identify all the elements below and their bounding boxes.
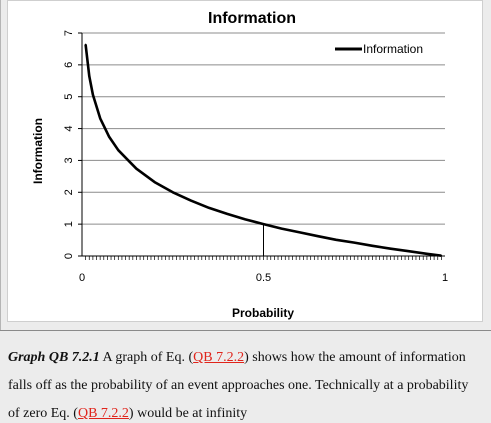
chart-container: 0 1 2 3 4 5 6 7 0 0.5 1 Information Probability In… — [7, 0, 483, 322]
data-point — [99, 117, 101, 120]
equation-reference-link[interactable]: QB 7.2.2 — [77, 406, 129, 421]
data-point — [92, 94, 94, 96]
y-tick-label: 1 — [63, 221, 75, 227]
caption-text-2: ) shows how the amount of information fa… — [8, 350, 469, 421]
grid-layer — [82, 32, 445, 225]
legend: Information — [335, 42, 423, 56]
x-tick-label: 0 — [79, 272, 85, 284]
data-point — [88, 75, 91, 78]
data-point — [226, 213, 228, 215]
caption-text-1: A graph of Eq. ( — [99, 350, 194, 365]
x-tick-label: 1 — [442, 272, 448, 284]
y-axis-label: Information — [31, 118, 45, 184]
y-tick-label: 6 — [63, 62, 75, 68]
data-point — [208, 207, 210, 209]
left-border — [0, 0, 1, 423]
data-point — [153, 181, 156, 183]
data-point — [299, 231, 301, 234]
data-point — [407, 250, 410, 253]
y-tick-label: 0 — [63, 253, 75, 259]
data-point — [371, 245, 374, 247]
data-point — [135, 167, 138, 170]
data-point — [244, 218, 247, 221]
legend-label: Information — [363, 42, 423, 56]
data-point — [317, 235, 319, 238]
data-point — [190, 199, 192, 202]
y-tick-label: 2 — [63, 189, 75, 195]
data-point — [262, 223, 265, 225]
series-layer — [84, 43, 443, 257]
data-point — [117, 149, 120, 152]
data-point — [335, 238, 337, 241]
axis-layer: 0 1 2 3 4 5 6 7 0 0.5 1 — [63, 30, 448, 284]
data-point — [84, 43, 87, 46]
figure-caption: Graph QB 7.2.1 A graph of Eq. (QB 7.2.2)… — [0, 330, 491, 423]
y-tick-label: 4 — [63, 126, 75, 132]
information-chart: 0 1 2 3 4 5 6 7 0 0.5 1 Information Probability In… — [31, 10, 448, 320]
caption-text-3: ) would be at infinity — [128, 406, 248, 421]
caption-label: Graph QB 7.2.1 — [8, 350, 100, 365]
y-tick-label: 5 — [63, 94, 75, 100]
y-tick-label: 3 — [63, 157, 75, 163]
equation-reference-link[interactable]: QB 7.2.2 — [193, 350, 245, 365]
chart-title: Information — [208, 10, 296, 27]
x-axis-label: Probability — [232, 306, 294, 320]
data-point — [108, 136, 111, 138]
data-point — [280, 227, 283, 230]
y-tick-label: 7 — [63, 30, 75, 36]
data-point — [353, 241, 356, 244]
data-point — [426, 252, 428, 255]
data-point — [440, 254, 443, 257]
data-point — [389, 247, 392, 250]
data-point — [171, 191, 174, 194]
information-curve — [84, 44, 442, 257]
x-tick-label: 0.5 — [256, 272, 271, 284]
